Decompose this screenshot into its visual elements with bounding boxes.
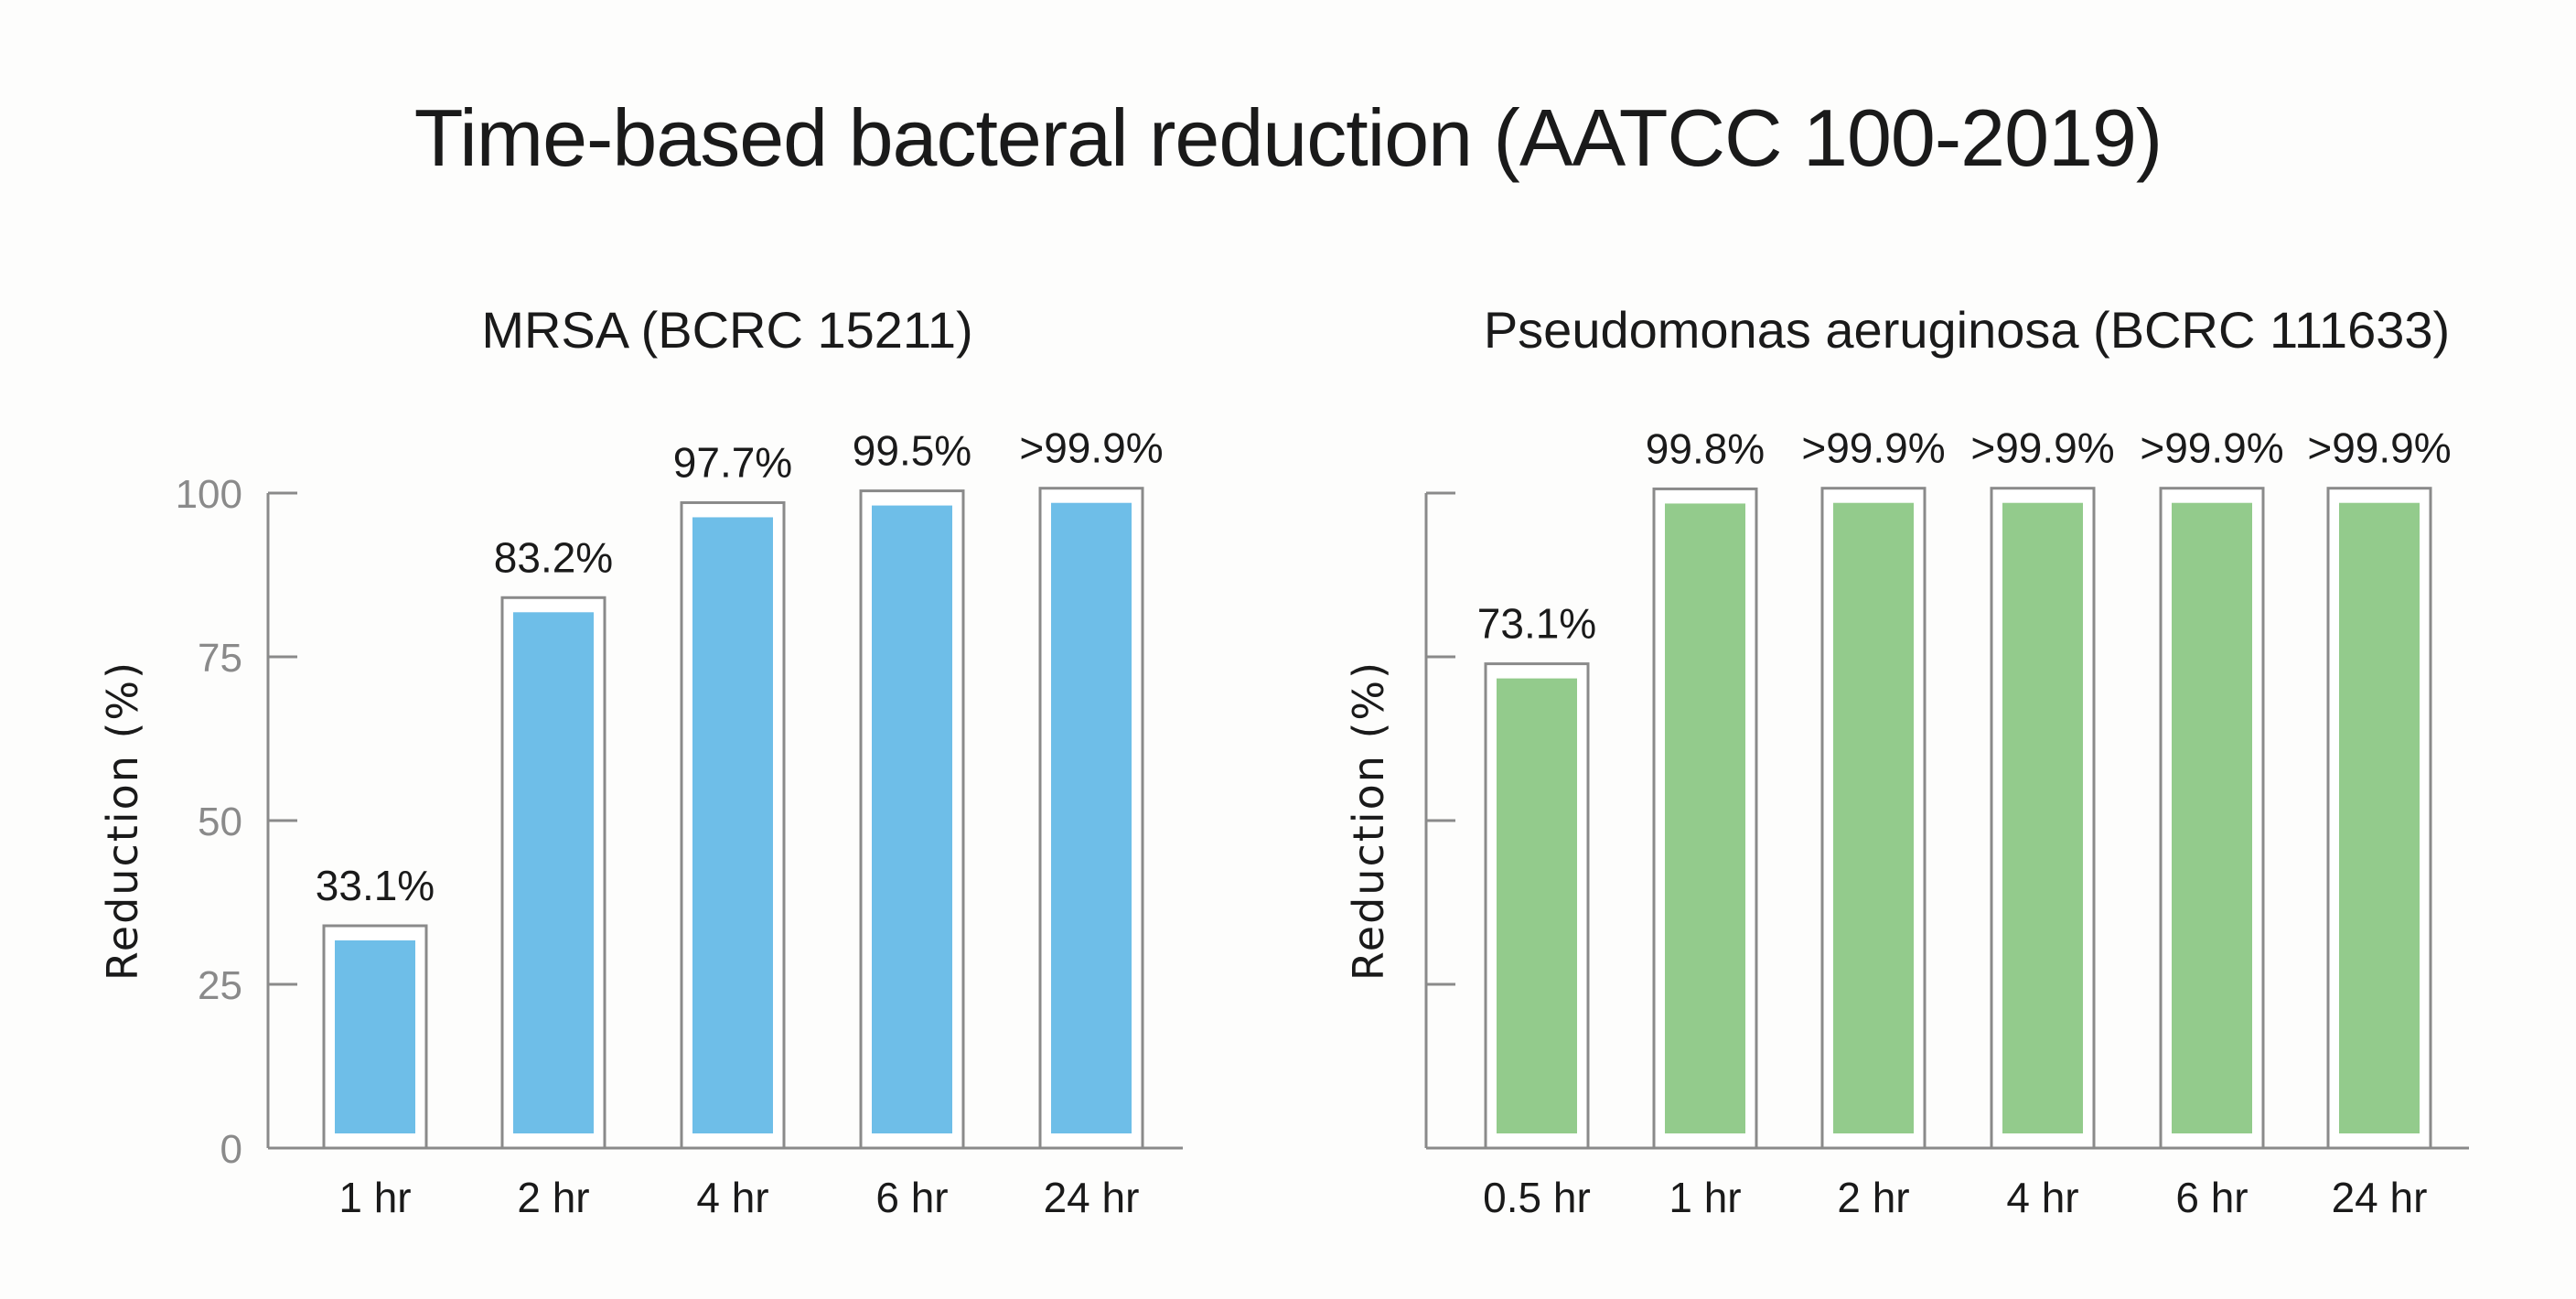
bar bbox=[2002, 502, 2083, 1133]
x-tick-label: 6 hr bbox=[2175, 1174, 2248, 1221]
bar bbox=[2172, 502, 2252, 1133]
x-tick-label: 4 hr bbox=[2006, 1174, 2078, 1221]
data-label: >99.9% bbox=[1970, 424, 2114, 472]
data-label: 99.5% bbox=[853, 427, 971, 475]
bar bbox=[1051, 502, 1132, 1133]
x-tick-label: 1 hr bbox=[338, 1174, 411, 1221]
bar bbox=[513, 612, 594, 1133]
bar bbox=[1665, 503, 1745, 1133]
bar bbox=[1833, 502, 1914, 1133]
bar bbox=[2339, 502, 2420, 1133]
y-tick-label: 75 bbox=[198, 636, 242, 681]
data-label: 33.1% bbox=[316, 862, 435, 909]
y-axis-label: Reduction (%) bbox=[98, 660, 147, 981]
y-tick-label: 50 bbox=[198, 800, 242, 844]
chart-title: Time-based bacteral reduction (AATCC 100… bbox=[413, 92, 2163, 183]
y-tick-label: 25 bbox=[198, 963, 242, 1008]
mrsa-subtitle: MRSA (BCRC 15211) bbox=[481, 301, 973, 359]
data-label: 83.2% bbox=[494, 533, 613, 581]
data-label: >99.9% bbox=[2140, 424, 2283, 472]
y-axis-label: Reduction (%) bbox=[1344, 660, 1393, 981]
data-label: >99.9% bbox=[1801, 424, 1945, 472]
x-tick-label: 4 hr bbox=[696, 1174, 768, 1221]
x-tick-label: 0.5 hr bbox=[1483, 1174, 1591, 1221]
y-tick-label: 0 bbox=[220, 1127, 242, 1172]
data-label: 73.1% bbox=[1477, 600, 1596, 648]
bar bbox=[692, 517, 773, 1133]
x-tick-label: 2 hr bbox=[517, 1174, 589, 1221]
data-label: >99.9% bbox=[2307, 424, 2451, 472]
x-tick-label: 6 hr bbox=[875, 1174, 948, 1221]
data-label: 99.8% bbox=[1646, 424, 1765, 472]
bar bbox=[335, 940, 415, 1133]
x-tick-label: 24 hr bbox=[1044, 1174, 1140, 1221]
x-tick-label: 24 hr bbox=[2332, 1174, 2428, 1221]
data-label: >99.9% bbox=[1019, 424, 1163, 472]
pseudomonas-subtitle: Pseudomonas aeruginosa (BCRC 111633) bbox=[1483, 301, 2451, 359]
bar bbox=[1497, 678, 1577, 1133]
x-tick-label: 1 hr bbox=[1669, 1174, 1741, 1221]
data-label: 97.7% bbox=[673, 438, 792, 486]
y-tick-label: 100 bbox=[176, 472, 242, 517]
x-tick-label: 2 hr bbox=[1837, 1174, 1909, 1221]
bar bbox=[872, 505, 952, 1133]
